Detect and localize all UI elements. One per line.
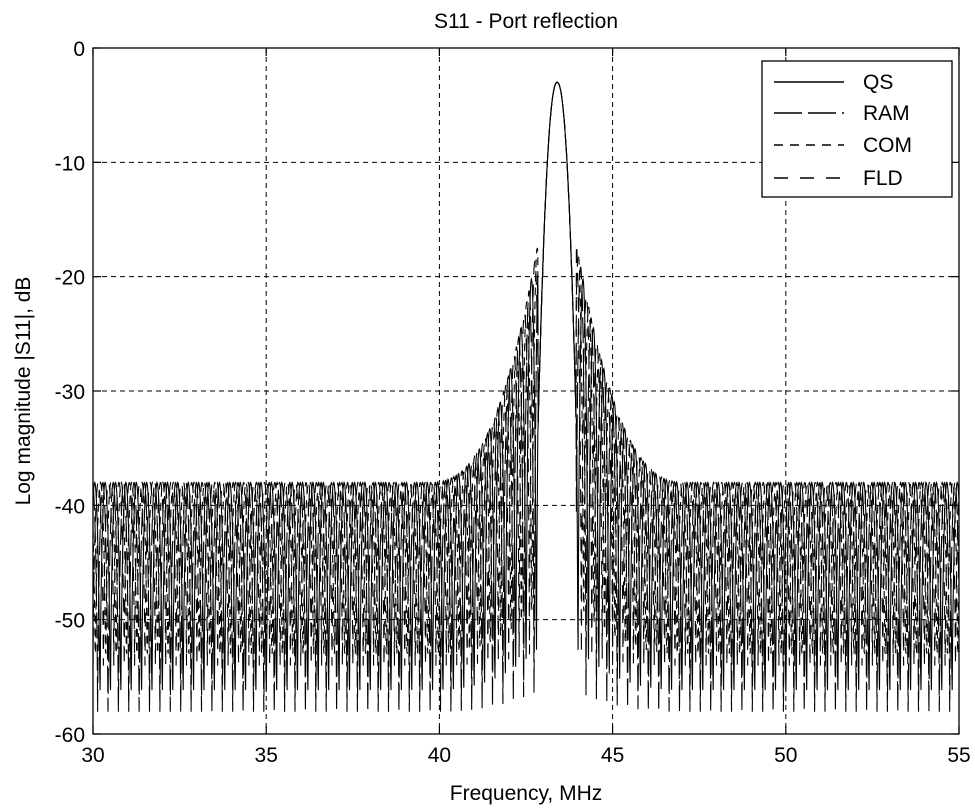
legend: QS RAM COM FLD bbox=[762, 61, 952, 197]
legend-label-qs: QS bbox=[863, 71, 893, 94]
legend-label-com: COM bbox=[863, 134, 912, 157]
x-tick-label: 40 bbox=[428, 744, 451, 767]
x-tick-label: 45 bbox=[601, 744, 624, 767]
x-tick-label: 30 bbox=[81, 744, 104, 767]
y-axis-label: Log magnitude |S11|, dB bbox=[12, 277, 35, 506]
y-tick-label: -10 bbox=[55, 152, 85, 175]
y-tick-label: -40 bbox=[55, 495, 85, 518]
y-tick-label: -30 bbox=[55, 381, 85, 404]
y-tick-label: -20 bbox=[55, 267, 85, 290]
chart-title: S11 - Port reflection bbox=[434, 10, 618, 33]
legend-label-ram: RAM bbox=[863, 102, 910, 125]
y-tick-label: -60 bbox=[55, 724, 85, 747]
x-axis-label: Frequency, MHz bbox=[450, 782, 603, 805]
y-tick-label: 0 bbox=[73, 38, 85, 61]
x-tick-label: 35 bbox=[255, 744, 278, 767]
legend-label-fld: FLD bbox=[863, 167, 903, 190]
y-tick-label: -50 bbox=[55, 610, 85, 633]
x-tick-label: 55 bbox=[947, 744, 970, 767]
x-tick-label: 50 bbox=[774, 744, 797, 767]
